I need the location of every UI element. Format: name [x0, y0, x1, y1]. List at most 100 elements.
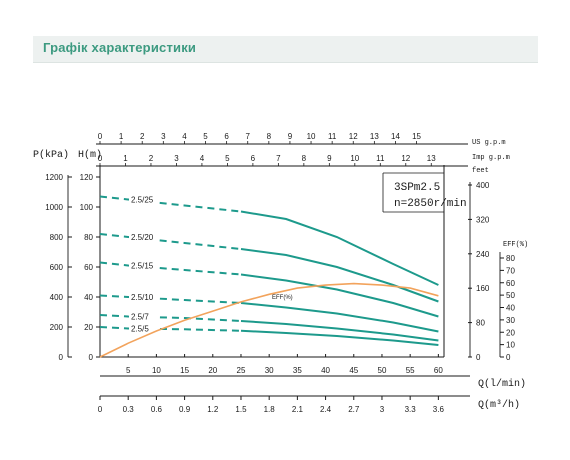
tick-label: 60 — [506, 279, 515, 288]
efficiency-axis-label: EFF(%) — [503, 241, 528, 249]
tick-label: 12 — [349, 132, 358, 141]
tick-label: 0 — [476, 353, 481, 362]
tick-label: 5 — [203, 132, 208, 141]
tick-label: 0.3 — [123, 405, 135, 414]
tick-label: 2.7 — [348, 405, 360, 414]
tick-label: 5 — [126, 366, 131, 375]
tick-label: 10 — [350, 154, 359, 163]
series-line — [240, 273, 439, 318]
efficiency-axis: 0 10 20 30 40 50 60 70 80 EFF(%) — [499, 241, 528, 362]
tick-label: 25 — [237, 366, 246, 375]
tick-label: 60 — [434, 366, 443, 375]
series-line-dashed — [99, 326, 242, 332]
series-label-bg — [129, 260, 159, 271]
pressure-axis-label: P(kPa) — [33, 149, 69, 161]
tick-label: 50 — [378, 366, 387, 375]
tick-label: 3 — [174, 154, 179, 163]
tick-label: 7 — [276, 154, 281, 163]
tick-label: 3.3 — [405, 405, 417, 414]
tick-label: 20 — [84, 323, 93, 332]
tick-label: 80 — [84, 233, 93, 242]
model-label: 3SPm2.5 — [394, 182, 440, 194]
tick-label: 1200 — [45, 173, 63, 182]
series-line-dashed — [99, 314, 242, 322]
series-line-dashed — [99, 195, 242, 213]
tick-label: 1000 — [45, 203, 63, 212]
tick-label: 1.8 — [264, 405, 276, 414]
tick-label: 13 — [427, 154, 436, 163]
tick-label: 1.5 — [235, 405, 247, 414]
tick-label: 15 — [412, 132, 421, 141]
series-label: 2.5/15 — [131, 262, 154, 271]
tick-label: 7 — [246, 132, 251, 141]
tick-label: 4 — [200, 154, 205, 163]
tick-label: 40 — [506, 304, 515, 313]
tick-label: 50 — [506, 291, 515, 300]
series-label: 2.5/20 — [131, 233, 154, 242]
tick-label: 160 — [476, 284, 490, 293]
tick-label: 2.4 — [320, 405, 332, 414]
tick-label: 9 — [288, 132, 293, 141]
series-line — [240, 302, 439, 333]
tick-label: 3.6 — [433, 405, 445, 414]
series-label-bg — [129, 311, 159, 322]
tick-label: 35 — [293, 366, 302, 375]
head-axis: 0 20 40 60 80 100 120 H(m) — [78, 149, 102, 362]
chart-labels: feet 3SPm2.5 n=2850r/min — [394, 167, 489, 210]
imp-gpm-label: Imp g.p.m — [472, 154, 510, 162]
series-label-bg — [129, 323, 159, 334]
tick-label: 14 — [391, 132, 400, 141]
tick-label: 13 — [370, 132, 379, 141]
tick-label: 15 — [180, 366, 189, 375]
feet-unit-label: feet — [472, 167, 489, 175]
efficiency-curve-label: EFF(%) — [272, 295, 293, 301]
tick-label: 2.1 — [292, 405, 304, 414]
tick-label: 55 — [406, 366, 415, 375]
tick-label: 5 — [225, 154, 230, 163]
series-line-dashed — [99, 294, 242, 304]
series-line-dashed — [99, 261, 242, 276]
series-line — [240, 329, 439, 346]
tick-label: 400 — [476, 181, 490, 190]
series-label-bg — [129, 232, 159, 242]
tick-label: 120 — [80, 173, 94, 182]
header-band: Графік характеристики — [33, 36, 538, 63]
tick-label: 3 — [380, 405, 385, 414]
efficiency-group: EFF(%) — [99, 282, 439, 358]
tick-label: 4 — [182, 132, 187, 141]
tick-label: 3 — [161, 132, 166, 141]
tick-label: 800 — [50, 233, 64, 242]
us-gpm-label: US g.p.m — [472, 139, 506, 147]
speed-label: n=2850r/min — [394, 198, 467, 210]
q-m3h-axis: 0 0.3 0.6 0.9 1.2 1.5 1.8 2.1 2.4 2.7 3 3.3 3.6 Q(m³/… — [98, 395, 520, 414]
tick-label: 0.6 — [151, 405, 163, 414]
tick-label: 10 — [506, 341, 515, 350]
tick-label: 100 — [80, 203, 94, 212]
tick-label: 11 — [328, 132, 337, 141]
tick-label: 10 — [307, 132, 316, 141]
tick-label: 80 — [506, 254, 515, 263]
series-label-bg — [129, 194, 159, 205]
tick-label: 1 — [123, 154, 128, 163]
series-group: 2.5/25 2.5/20 2.5/15 2.5/10 2.5/7 2.5/5 — [99, 194, 439, 346]
tick-label: 0.9 — [179, 405, 191, 414]
tick-label: 6 — [224, 132, 229, 141]
series-label-bg — [129, 292, 159, 302]
efficiency-line — [99, 282, 439, 358]
series-line-dashed — [99, 233, 242, 250]
tick-label: 8 — [302, 154, 307, 163]
tick-label: 9 — [327, 154, 332, 163]
tick-label: 0 — [98, 132, 103, 141]
tick-label: 80 — [476, 319, 485, 328]
tick-label: 1 — [119, 132, 124, 141]
tick-label: 0 — [89, 353, 94, 362]
feet-axis: 0 80 160 240 320 400 — [468, 181, 490, 362]
series-label: 2.5/5 — [131, 325, 149, 334]
tick-label: 0 — [98, 405, 103, 414]
tick-label: 320 — [476, 215, 490, 224]
tick-label: 2 — [140, 132, 145, 141]
tick-label: 20 — [506, 328, 515, 337]
tick-label: 11 — [376, 154, 385, 163]
